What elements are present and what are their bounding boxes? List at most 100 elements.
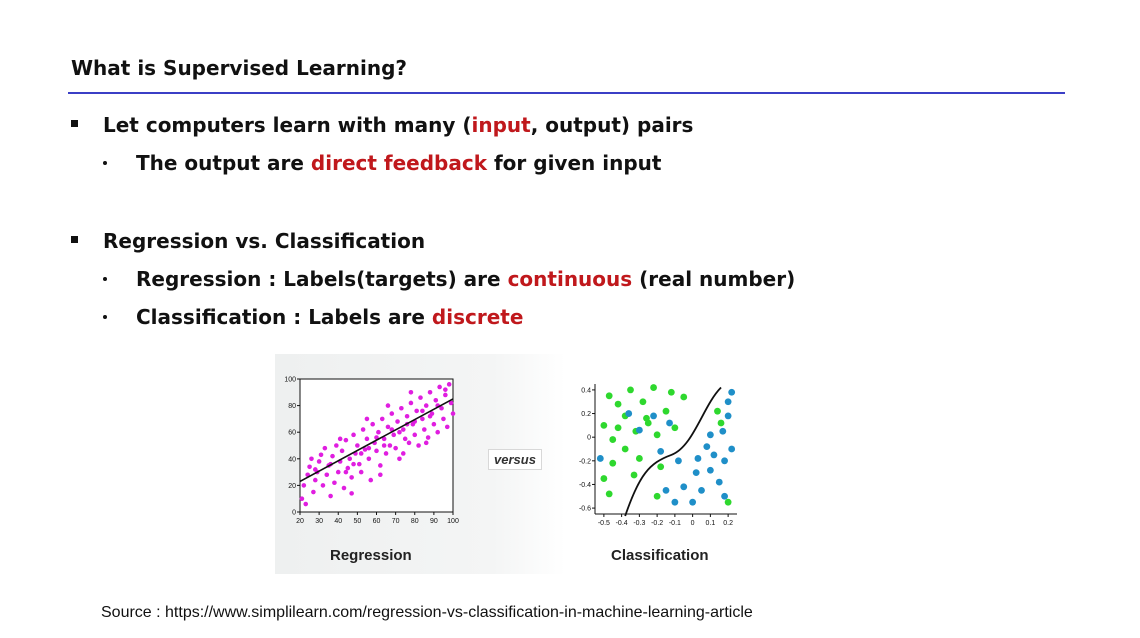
regression-point xyxy=(448,400,454,406)
highlight-input: input xyxy=(471,113,531,137)
regression-point xyxy=(439,405,444,411)
regression-point xyxy=(423,440,429,446)
classification-point-green xyxy=(671,424,679,432)
classification-y-tick-label: 0 xyxy=(587,435,591,442)
regression-point xyxy=(433,397,439,403)
classification-point-green xyxy=(635,455,643,462)
slide-title: What is Supervised Learning? xyxy=(71,56,407,80)
classification-point-blue xyxy=(680,483,688,491)
bullet-text-part: Let computers learn with many ( xyxy=(103,113,472,137)
classification-point-green xyxy=(639,398,647,406)
regression-x-tick-label: 80 xyxy=(411,518,419,525)
classification-point-blue xyxy=(694,455,702,462)
classification-point-blue xyxy=(719,427,727,435)
classification-point-green xyxy=(621,445,629,453)
classification-point-blue xyxy=(675,457,682,465)
regression-point xyxy=(311,489,316,495)
regression-point xyxy=(366,456,372,462)
regression-y-tick-label: 80 xyxy=(288,403,296,410)
regression-point xyxy=(313,467,318,472)
regression-point xyxy=(374,448,379,454)
bullet-text-part: , output) pairs xyxy=(530,113,694,137)
regression-point xyxy=(318,452,324,458)
regression-point xyxy=(379,416,385,422)
regression-point xyxy=(313,477,318,483)
classification-point-green xyxy=(609,459,617,467)
regression-point xyxy=(414,408,419,414)
regression-point xyxy=(423,403,429,408)
regression-point xyxy=(358,469,364,475)
regression-point xyxy=(356,461,362,467)
regression-point xyxy=(343,469,349,475)
regression-point xyxy=(393,445,398,451)
highlight-continuous: continuous xyxy=(507,267,633,291)
regression-point xyxy=(443,387,448,392)
regression-point xyxy=(335,469,341,475)
classification-point-blue xyxy=(721,492,728,500)
classification-x-tick-label: 0 xyxy=(691,520,695,527)
classification-point-blue xyxy=(724,398,732,406)
regression-point xyxy=(299,496,305,501)
classification-point-blue xyxy=(650,412,657,420)
regression-point xyxy=(402,436,408,442)
bullet-text: Let computers learn with many (input, ou… xyxy=(103,113,693,137)
regression-x-tick-label: 50 xyxy=(353,518,361,525)
regression-point xyxy=(437,384,442,390)
classification-x-tick-label: -0.2 xyxy=(651,520,663,527)
regression-point xyxy=(320,483,326,488)
regression-point xyxy=(446,382,452,387)
classification-point-blue xyxy=(698,486,705,494)
classification-x-tick-label: -0.5 xyxy=(598,520,610,527)
classification-point-green xyxy=(724,498,732,506)
regression-point xyxy=(443,392,448,398)
classification-point-blue xyxy=(666,419,673,427)
classification-point-green xyxy=(605,392,613,400)
regression-point xyxy=(334,443,339,448)
regression-point xyxy=(395,419,400,424)
regression-point xyxy=(364,436,370,442)
regression-y-tick-label: 100 xyxy=(284,377,296,384)
regression-point xyxy=(370,421,375,427)
subbullet-text: Classification : Labels are discrete xyxy=(136,305,523,329)
regression-point xyxy=(307,464,312,470)
classification-point-blue xyxy=(728,388,736,396)
regression-point xyxy=(406,440,412,446)
regression-point xyxy=(431,421,437,427)
regression-point xyxy=(347,456,353,462)
regression-point xyxy=(435,429,440,435)
regression-point xyxy=(450,411,456,416)
regression-x-tick-label: 20 xyxy=(296,518,304,525)
regression-point xyxy=(337,436,343,442)
regression-point xyxy=(376,429,381,435)
classification-decision-boundary xyxy=(624,386,722,517)
classification-y-tick-label: 0.4 xyxy=(581,387,591,394)
regression-point xyxy=(444,424,450,430)
regression-point xyxy=(355,443,360,448)
dot-bullet-icon xyxy=(103,161,107,165)
regression-point xyxy=(418,395,423,400)
classification-y-tick-label: -0.6 xyxy=(579,506,591,513)
regression-point xyxy=(385,403,391,408)
regression-point xyxy=(441,416,446,422)
classification-point-blue xyxy=(689,498,697,506)
classification-x-tick-label: -0.4 xyxy=(616,520,628,527)
classification-x-tick-label: 0.1 xyxy=(706,520,716,527)
classification-point-green xyxy=(600,421,608,429)
classification-point-green xyxy=(609,436,617,443)
regression-y-tick-label: 0 xyxy=(292,510,296,517)
dot-bullet-icon xyxy=(103,315,107,319)
regression-vs-classification-figure: 0 20 40 60 80 100 20 30 40 50 60 70 80 90 100 0.4 0.2 0 -0… xyxy=(275,354,759,574)
classification-point-blue xyxy=(635,426,643,434)
subbullet-text-part: (real number) xyxy=(632,267,796,291)
regression-point xyxy=(322,445,328,451)
classification-point-green xyxy=(614,424,622,432)
regression-point xyxy=(420,416,425,422)
regression-x-tick-label: 30 xyxy=(315,518,323,525)
regression-y-tick-label: 40 xyxy=(288,456,296,463)
regression-point xyxy=(385,424,391,430)
regression-point xyxy=(360,427,366,432)
classification-point-green xyxy=(630,471,638,479)
regression-x-tick-label: 60 xyxy=(373,518,381,525)
square-bullet-icon xyxy=(71,120,78,127)
classification-caption: Classification xyxy=(611,547,709,564)
